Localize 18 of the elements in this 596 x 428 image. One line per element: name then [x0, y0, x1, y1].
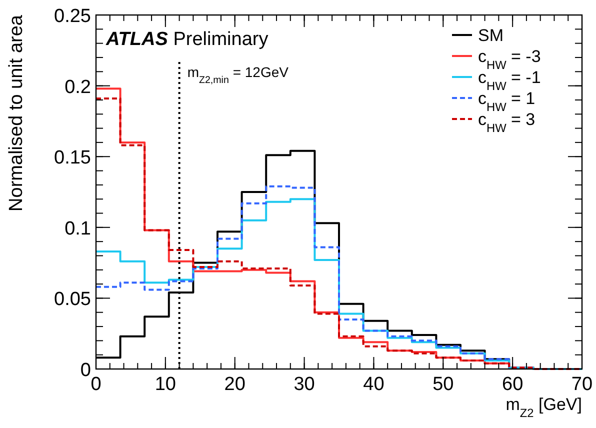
x-tick-label: 30	[294, 374, 315, 395]
y-tick-label: 0.1	[64, 218, 91, 240]
y-tick-label: 0.05	[54, 289, 91, 310]
x-axis-title: m$_{Z2}$ [GeV]	[506, 395, 582, 420]
y-axis-title: Normalised to unit area	[6, 14, 27, 212]
legend-label: SM	[478, 26, 504, 45]
x-tick-label: 70	[571, 374, 593, 395]
x-tick-label: 20	[224, 374, 246, 395]
y-tick-label: 0.2	[64, 76, 91, 98]
y-tick-label: 0	[80, 360, 91, 381]
y-tick-label: 0.15	[54, 148, 91, 169]
x-tick-label: 50	[432, 374, 454, 395]
x-tick-label: 40	[363, 374, 384, 395]
annotation: ATLAS Preliminary	[105, 29, 269, 50]
y-tick-label: 0.25	[54, 6, 91, 27]
x-tick-label: 60	[502, 374, 524, 395]
x-tick-label: 10	[154, 374, 176, 395]
ref-line-label: m$_{Z2,min}$ = 12GeV	[187, 64, 290, 86]
